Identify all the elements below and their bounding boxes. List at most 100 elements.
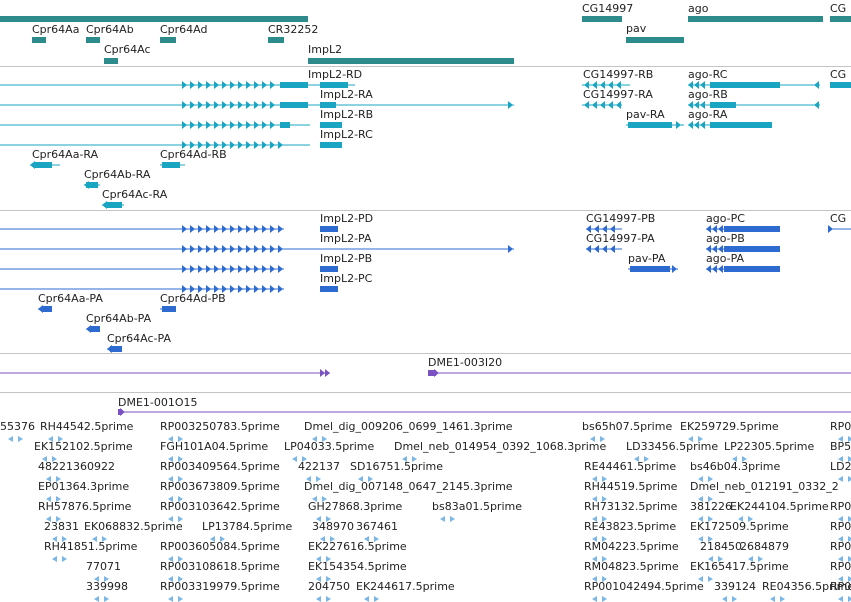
transcript-label-ago-rc[interactable]: ago-RC xyxy=(688,68,728,81)
est-label-10[interactable]: Dmel_neb_014954_0392_1068.3prime xyxy=(394,440,607,453)
protein-label-ago-pb[interactable]: ago-PB xyxy=(706,232,745,245)
est-feature-11[interactable] xyxy=(634,455,650,463)
est-label-62[interactable]: RP0 xyxy=(830,580,851,593)
est-label-4[interactable]: bs65h07.5prime xyxy=(582,420,673,433)
est-feature-29[interactable] xyxy=(440,515,456,523)
est-feature-15[interactable] xyxy=(168,475,184,483)
est-label-38[interactable]: 367461 xyxy=(356,520,398,533)
gene-bar-cpr64ad[interactable] xyxy=(160,37,176,43)
est-feature-24[interactable] xyxy=(592,495,608,503)
protein-label-cpr64ac-pa[interactable]: Cpr64Ac-PA xyxy=(107,332,171,345)
protein-pav-pa[interactable] xyxy=(0,263,851,275)
est-feature-4[interactable] xyxy=(590,435,606,443)
protein-row-4[interactable] xyxy=(0,283,851,295)
protein-label-cg14997-pb[interactable]: CG14997-PB xyxy=(586,212,656,225)
est-feature-52[interactable] xyxy=(592,575,608,583)
est-feature-60[interactable] xyxy=(722,595,738,602)
est-label-17[interactable]: SD16751.5prime xyxy=(350,460,443,473)
clone-label-dme1-001o15[interactable]: DME1-001O15 xyxy=(118,396,198,409)
gene-label-cg14997[interactable]: CG14997 xyxy=(582,2,634,15)
transcript-cg-right[interactable] xyxy=(830,82,851,88)
gene-label-cg-right[interactable]: CG xyxy=(830,2,847,15)
protein-label-cpr64aa-pa[interactable]: Cpr64Aa-PA xyxy=(38,292,103,305)
est-feature-57[interactable] xyxy=(316,595,332,602)
est-label-52[interactable]: RM04823.5prime xyxy=(584,560,679,573)
gene-bar-cpr64ab[interactable] xyxy=(86,37,100,43)
est-label-6[interactable]: RP0 xyxy=(830,420,851,433)
est-feature-55[interactable] xyxy=(94,595,110,602)
gene-label-cpr64aa[interactable]: Cpr64Aa xyxy=(32,23,80,36)
est-label-61[interactable]: RE04356.5prime xyxy=(762,580,851,593)
est-feature-13[interactable] xyxy=(838,455,851,463)
gene-bar-ago[interactable] xyxy=(688,16,823,22)
est-label-25[interactable]: Dmel_neb_012191_0332_2 xyxy=(690,480,839,493)
gene-label-cr32252[interactable]: CR32252 xyxy=(268,23,319,36)
transcript-label-impl2-rb[interactable]: ImpL2-RB xyxy=(320,108,374,121)
clone-dme1-001o15[interactable] xyxy=(0,406,851,418)
protein-impl2-pc[interactable] xyxy=(320,286,338,292)
est-label-59[interactable]: RP001042494.5prime xyxy=(584,580,704,593)
est-feature-7[interactable] xyxy=(42,455,58,463)
est-label-32[interactable]: EK244104.5prime xyxy=(730,500,829,513)
gene-bar-cpr64aa[interactable] xyxy=(32,37,46,43)
est-feature-18[interactable] xyxy=(592,475,608,483)
transcript-label-cpr64ab-ra[interactable]: Cpr64Ab-RA xyxy=(84,168,151,181)
transcript-label-cg14997-ra[interactable]: CG14997-RA xyxy=(583,88,653,101)
est-feature-50[interactable] xyxy=(168,575,184,583)
transcript-label-impl2-rc[interactable]: ImpL2-RC xyxy=(320,128,373,141)
transcript-ago-rb[interactable] xyxy=(0,99,851,111)
est-label-49[interactable]: 77071 xyxy=(86,560,121,573)
est-label-23[interactable]: Dmel_dig_007148_0647_2145.3prime xyxy=(304,480,513,493)
est-label-28[interactable]: GH27868.3prime xyxy=(308,500,403,513)
est-label-45[interactable]: RM04223.5prime xyxy=(584,540,679,553)
est-label-55[interactable]: 339998 xyxy=(86,580,128,593)
est-label-29[interactable]: bs83a01.5prime xyxy=(432,500,522,513)
protein-cpr64ab-pa[interactable] xyxy=(0,323,851,335)
est-feature-28[interactable] xyxy=(316,515,332,523)
protein-cpr64ac-pa[interactable] xyxy=(0,343,851,355)
est-label-44[interactable]: EK227616.5prime xyxy=(308,540,407,553)
protein-row-1[interactable] xyxy=(0,223,851,235)
est-label-1[interactable]: RH44542.5prime xyxy=(40,420,134,433)
est-feature-37[interactable] xyxy=(320,535,336,543)
gene-bar-cpr64ac[interactable] xyxy=(104,58,118,64)
protein-cg14997-pb[interactable] xyxy=(0,223,851,235)
est-label-30[interactable]: RH73132.5prime xyxy=(584,500,678,513)
transcript-row-3[interactable] xyxy=(0,119,851,131)
est-label-26[interactable]: RH57876.5prime xyxy=(38,500,132,513)
est-feature-20[interactable] xyxy=(838,475,851,483)
est-feature-2[interactable] xyxy=(168,435,184,443)
est-feature-35[interactable] xyxy=(92,535,108,543)
est-feature-21[interactable] xyxy=(46,495,62,503)
transcript-row-1[interactable] xyxy=(0,79,851,91)
transcript-ago-rc[interactable] xyxy=(0,79,851,91)
est-label-60[interactable]: 339124 xyxy=(714,580,756,593)
est-label-37[interactable]: 348970 xyxy=(312,520,354,533)
est-label-5[interactable]: EK259729.5prime xyxy=(680,420,779,433)
est-label-35[interactable]: EK068832.5prime xyxy=(84,520,183,533)
clone-left[interactable] xyxy=(0,367,851,379)
est-feature-44[interactable] xyxy=(316,555,332,563)
protein-impl2-pb[interactable] xyxy=(320,266,338,272)
transcript-cg14997-ra[interactable] xyxy=(0,99,851,111)
transcript-label-cg-right[interactable]: CG xyxy=(830,68,847,81)
protein-ago-pb[interactable] xyxy=(0,243,851,255)
est-label-9[interactable]: LP04033.5prime xyxy=(284,440,375,453)
est-feature-26[interactable] xyxy=(46,515,62,523)
est-label-47[interactable]: 2684879 xyxy=(740,540,789,553)
protein-row-3[interactable] xyxy=(0,263,851,275)
est-label-31[interactable]: 381226 xyxy=(690,500,732,513)
est-label-40[interactable]: EK172509.5prime xyxy=(690,520,789,533)
clone-label-dme1-003i20[interactable]: DME1-003I20 xyxy=(428,356,503,369)
est-feature-0[interactable] xyxy=(8,435,24,443)
transcript-row-4[interactable] xyxy=(0,139,851,151)
est-feature-42[interactable] xyxy=(52,555,68,563)
est-label-46[interactable]: 218450 xyxy=(700,540,742,553)
est-label-43[interactable]: RP003605084.5prime xyxy=(160,540,280,553)
est-feature-53[interactable] xyxy=(698,575,714,583)
est-feature-49[interactable] xyxy=(94,575,110,583)
protein-cg14997-pa[interactable] xyxy=(0,243,851,255)
protein-label-ago-pa[interactable]: ago-PA xyxy=(706,252,745,265)
transcript-cg14997-rb[interactable] xyxy=(0,79,851,91)
